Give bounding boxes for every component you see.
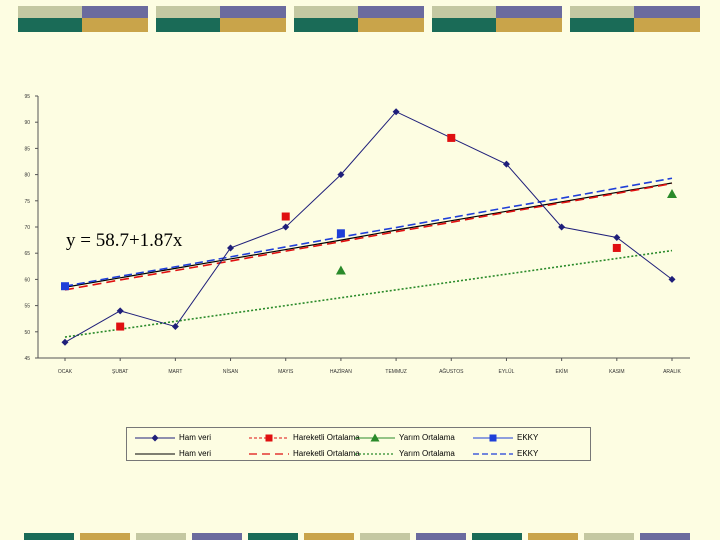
chart-legend: Ham veri Hareketli Ortalama Yarım Ortala… bbox=[126, 427, 591, 461]
decorative-stripe bbox=[472, 533, 522, 540]
data-point bbox=[558, 223, 566, 231]
x-tick-label: EKİM bbox=[556, 368, 568, 375]
decorative-stripe bbox=[156, 6, 220, 18]
data-point bbox=[336, 229, 345, 238]
series-line bbox=[64, 177, 673, 287]
series-line bbox=[64, 249, 673, 338]
series-line bbox=[64, 182, 673, 288]
decorative-stripe bbox=[18, 6, 82, 18]
data-point bbox=[281, 212, 290, 221]
series-line bbox=[64, 111, 673, 343]
y-tick-label: 65 bbox=[24, 251, 30, 257]
decorative-stripe bbox=[640, 533, 690, 540]
y-tick-label: 80 bbox=[24, 173, 30, 179]
trend-equation: y = 58.7+1.87x bbox=[66, 230, 183, 251]
decorative-stripe bbox=[304, 533, 354, 540]
y-tick-label: 45 bbox=[24, 356, 30, 362]
decorative-stripe bbox=[528, 533, 578, 540]
x-tick-label: ARALIK bbox=[663, 369, 681, 375]
decorative-stripe bbox=[496, 6, 562, 18]
y-tick-label: 60 bbox=[24, 277, 30, 283]
legend-label: EKKY bbox=[517, 449, 539, 458]
decorative-stripe bbox=[18, 18, 82, 32]
data-point bbox=[116, 307, 124, 315]
data-point bbox=[335, 265, 346, 275]
data-point bbox=[282, 223, 290, 231]
data-point bbox=[668, 275, 676, 283]
decorative-stripe bbox=[634, 18, 700, 32]
decorative-stripe bbox=[156, 18, 220, 32]
legend-label: Hareketli Ortalama bbox=[293, 449, 360, 458]
decorative-stripe bbox=[358, 18, 424, 32]
decorative-stripe bbox=[294, 6, 358, 18]
x-tick-label: NİSAN bbox=[223, 368, 239, 375]
x-tick-label: KASIM bbox=[609, 369, 625, 375]
y-tick-label: 85 bbox=[24, 146, 30, 152]
data-point bbox=[502, 160, 510, 168]
data-point bbox=[392, 108, 400, 116]
y-tick-label: 70 bbox=[24, 225, 30, 231]
data-point bbox=[613, 233, 621, 241]
data-point bbox=[447, 133, 456, 142]
decorative-stripe bbox=[192, 533, 242, 540]
decorative-stripe bbox=[220, 6, 286, 18]
decorative-stripe bbox=[432, 18, 496, 32]
y-tick-label: 50 bbox=[24, 330, 30, 336]
decorative-stripe bbox=[82, 18, 148, 32]
legend-label: EKKY bbox=[517, 433, 539, 442]
data-point bbox=[227, 244, 235, 252]
decorative-stripe bbox=[432, 6, 496, 18]
x-tick-label: EYLÜL bbox=[499, 368, 515, 375]
x-tick-label: AĞUSTOS bbox=[439, 368, 464, 375]
decorative-stripe bbox=[360, 533, 410, 540]
legend-label: Yarım Ortalama bbox=[399, 433, 455, 442]
decorative-stripe bbox=[570, 6, 634, 18]
legend-label: Ham veri bbox=[179, 449, 212, 458]
data-point bbox=[171, 323, 179, 331]
x-tick-label: TEMMUZ bbox=[385, 369, 406, 375]
y-tick-label: 55 bbox=[24, 304, 30, 310]
decorative-stripe bbox=[24, 533, 74, 540]
legend-label: Yarım Ortalama bbox=[399, 449, 455, 458]
decorative-stripe bbox=[136, 533, 186, 540]
series-line bbox=[64, 182, 673, 291]
decorative-stripe bbox=[416, 533, 466, 540]
data-point bbox=[116, 322, 125, 331]
x-tick-label: MAYIS bbox=[278, 369, 294, 375]
y-tick-label: 75 bbox=[24, 199, 30, 205]
decorative-stripe bbox=[358, 6, 424, 18]
x-tick-label: HAZİRAN bbox=[330, 368, 352, 375]
decorative-stripe bbox=[82, 6, 148, 18]
decorative-stripe bbox=[220, 18, 286, 32]
x-tick-label: OCAK bbox=[58, 369, 73, 375]
line-chart: 45 50 55 60 65 70 75 80 85 90 95 OCAK ŞUBAT MART NİSAN… bbox=[24, 94, 690, 375]
decorative-stripe bbox=[248, 533, 298, 540]
data-point bbox=[61, 338, 69, 346]
y-tick-label: 95 bbox=[24, 94, 30, 100]
decorative-stripe bbox=[496, 18, 562, 32]
x-tick-label: MART bbox=[168, 369, 182, 375]
x-tick-label: ŞUBAT bbox=[112, 369, 128, 375]
data-point bbox=[337, 171, 345, 179]
decorative-stripe bbox=[570, 18, 634, 32]
data-point bbox=[667, 188, 677, 198]
legend-label: Hareketli Ortalama bbox=[293, 433, 360, 442]
decorative-stripe bbox=[80, 533, 130, 540]
decorative-stripe bbox=[634, 6, 700, 18]
decorative-stripe bbox=[294, 18, 358, 32]
y-tick-label: 90 bbox=[24, 120, 30, 126]
legend-label: Ham veri bbox=[179, 433, 212, 442]
data-point bbox=[61, 282, 69, 291]
decorative-stripe bbox=[584, 533, 634, 540]
data-point bbox=[612, 243, 621, 252]
